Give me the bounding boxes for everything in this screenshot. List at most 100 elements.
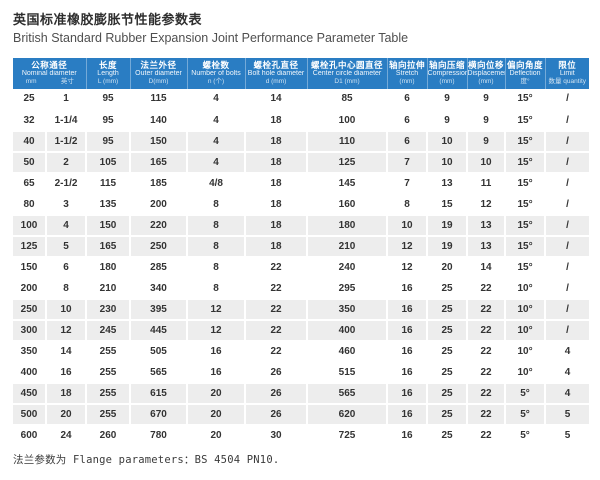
table-cell: 16 — [44, 362, 87, 384]
table-cell: / — [544, 299, 590, 321]
table-row: 125 5 165 250 8 18 210 12 19 13 15° / — [13, 236, 590, 258]
table-row: 400 16 255 565 16 26 515 16 25 22 10° 4 — [13, 362, 590, 384]
table-cell: 5 — [44, 236, 87, 258]
table-cell: 4 — [186, 110, 246, 132]
table-cell: 30 — [244, 425, 308, 447]
table-cell: 1-1/4 — [44, 110, 87, 132]
table-cell: / — [544, 194, 590, 216]
table-cell: 150 — [13, 257, 46, 279]
table-cell: 565 — [306, 383, 388, 405]
table-cell: 16 — [386, 320, 428, 342]
table-cell: 8 — [186, 278, 246, 300]
table-cell: 200 — [129, 194, 188, 216]
table-cell: 4 — [44, 215, 87, 237]
table-cell: 8 — [186, 236, 246, 258]
table-cell: 10 — [426, 152, 468, 174]
table-row: 500 20 255 670 20 26 620 16 25 22 5° 5 — [13, 404, 590, 426]
table-cell: 10 — [386, 215, 428, 237]
table-cell: 18 — [244, 131, 308, 153]
table-cell: 22 — [466, 425, 506, 447]
col-header-outer-diameter: 法兰外径 Outer diameter D(mm) — [129, 58, 188, 89]
table-cell: 250 — [129, 236, 188, 258]
table-cell: 18 — [244, 194, 308, 216]
table-cell: 450 — [13, 383, 46, 405]
table-cell: 145 — [306, 173, 388, 195]
table-cell: 1-1/2 — [44, 131, 87, 153]
table-cell: 9 — [466, 110, 506, 132]
table-cell: 4 — [186, 152, 246, 174]
table-cell: 20 — [44, 404, 87, 426]
col-header-displacement: 横向位移 Displacement (mm) — [466, 58, 506, 89]
table-cell: 18 — [244, 236, 308, 258]
table-cell: 7 — [386, 173, 428, 195]
parameter-table: 公称通径 Nominal diameter mm 英寸 长度 Length L … — [13, 58, 590, 447]
table-row: 50 2 105 165 4 18 125 7 10 10 15° / — [13, 152, 590, 174]
table-row: 350 14 255 505 16 22 460 16 25 22 10° 4 — [13, 341, 590, 363]
table-cell: 25 — [426, 362, 468, 384]
table-cell: 165 — [85, 236, 131, 258]
table-cell: 500 — [13, 404, 46, 426]
table-cell: 9 — [466, 89, 506, 111]
table-cell: 260 — [85, 425, 131, 447]
table-cell: 400 — [13, 362, 46, 384]
table-cell: 100 — [13, 215, 46, 237]
table-cell: 4/8 — [186, 173, 246, 195]
table-cell: 80 — [13, 194, 46, 216]
table-cell: 16 — [386, 425, 428, 447]
table-cell: 15° — [504, 110, 546, 132]
table-cell: 245 — [85, 320, 131, 342]
table-cell: 11 — [466, 173, 506, 195]
table-cell: / — [544, 110, 590, 132]
table-cell: 20 — [186, 425, 246, 447]
table-cell: 95 — [85, 110, 131, 132]
page-title: 英国标准橡胶膨胀节性能参数表 — [13, 12, 203, 27]
table-cell: 460 — [306, 341, 388, 363]
table-cell: 22 — [466, 320, 506, 342]
table-cell: 9 — [466, 131, 506, 153]
table-cell: 12 — [44, 320, 87, 342]
table-cell: 7 — [386, 152, 428, 174]
table-cell: 12 — [386, 236, 428, 258]
table-cell: / — [544, 320, 590, 342]
table-cell: 18 — [244, 152, 308, 174]
table-cell: 16 — [186, 362, 246, 384]
table-cell: 255 — [85, 383, 131, 405]
table-cell: 9 — [426, 110, 468, 132]
table-cell: 10° — [504, 278, 546, 300]
table-cell: 4 — [186, 89, 246, 111]
table-cell: / — [544, 257, 590, 279]
table-cell: 4 — [186, 131, 246, 153]
table-cell: 6 — [44, 257, 87, 279]
table-cell: 15° — [504, 194, 546, 216]
table-cell: 22 — [244, 299, 308, 321]
table-cell: 110 — [306, 131, 388, 153]
table-cell: 5° — [504, 404, 546, 426]
table-cell: 180 — [85, 257, 131, 279]
table-cell: 6 — [386, 89, 428, 111]
table-cell: 6 — [386, 110, 428, 132]
table-cell: 13 — [466, 236, 506, 258]
table-row: 300 12 245 445 12 22 400 16 25 22 10° / — [13, 320, 590, 342]
table-cell: 25 — [426, 299, 468, 321]
table-cell: 26 — [244, 362, 308, 384]
table-cell: 220 — [129, 215, 188, 237]
table-cell: 15° — [504, 257, 546, 279]
table-cell: 100 — [306, 110, 388, 132]
table-cell: 22 — [466, 341, 506, 363]
table-cell: 8 — [44, 278, 87, 300]
table-cell: 2 — [44, 152, 87, 174]
table-cell: 9 — [426, 89, 468, 111]
table-cell: 22 — [466, 278, 506, 300]
table-cell: 26 — [244, 404, 308, 426]
table-cell: 285 — [129, 257, 188, 279]
table-cell: 18 — [244, 215, 308, 237]
table-cell: 16 — [386, 278, 428, 300]
table-cell: 300 — [13, 320, 46, 342]
table-cell: 19 — [426, 215, 468, 237]
table-cell: 95 — [85, 89, 131, 111]
table-cell: 210 — [306, 236, 388, 258]
table-cell: / — [544, 173, 590, 195]
col-header-stretch: 轴向拉伸 Stretch (mm) — [386, 58, 428, 89]
table-cell: 125 — [306, 152, 388, 174]
table-cell: 15° — [504, 215, 546, 237]
